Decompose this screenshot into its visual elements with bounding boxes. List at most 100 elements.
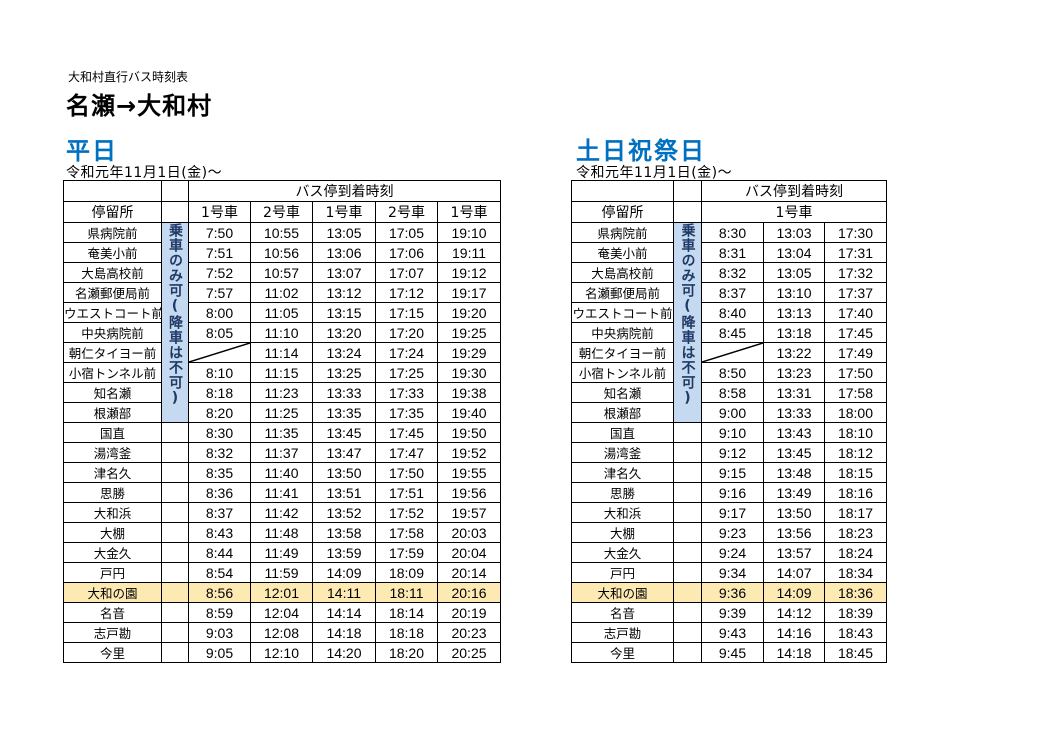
- holiday-arrival-time: 17:49: [824, 342, 887, 363]
- holiday-note-empty-cell: [673, 422, 702, 443]
- weekday-table-row: 朝仁タイヨー前 11:14 13:24 17:24 19:29: [63, 342, 502, 363]
- holiday-stop-name: 中央病院前: [571, 322, 674, 343]
- weekday-column-header: 1号車: [436, 201, 502, 223]
- weekday-arrival-time: 8:54: [188, 562, 251, 583]
- holiday-arrival-time: 17:45: [824, 322, 887, 343]
- weekday-arrival-time: 20:23: [436, 622, 502, 643]
- weekday-stop-name: 名音: [63, 602, 162, 623]
- holiday-arrival-time: 13:50: [763, 502, 825, 523]
- weekday-arrival-time: 18:14: [375, 602, 438, 623]
- holiday-stop-name: 湯湾釜: [571, 442, 674, 463]
- holiday-arrival-time: 13:23: [763, 362, 825, 383]
- weekday-arrival-time: 11:05: [250, 302, 313, 323]
- holiday-arrival-time: 14:18: [763, 642, 825, 663]
- weekday-arrival-time: 13:05: [312, 222, 376, 243]
- weekday-stop-name: 津名久: [63, 462, 162, 483]
- weekday-note-header-cell: [161, 180, 189, 202]
- holiday-arrival-time: 13:45: [763, 442, 825, 463]
- weekday-arrival-time: 17:51: [375, 482, 438, 503]
- weekday-stop-name: 大和の園: [63, 582, 162, 603]
- holiday-arrival-time: 18:39: [824, 602, 887, 623]
- weekday-table-row: 大島高校前 7:52 10:57 13:07 17:07 19:12: [63, 262, 502, 283]
- holiday-table-row: 大島高校前 8:32 13:05 17:32: [571, 262, 887, 283]
- holiday-corner-cell: [571, 180, 674, 202]
- weekday-arrival-time: 17:47: [375, 442, 438, 463]
- weekday-boarding-note-text: 乗車のみ可(降車は不可): [167, 223, 183, 408]
- weekday-arrival-time: 13:47: [312, 442, 376, 463]
- weekday-note-empty-cell: [161, 442, 189, 463]
- weekday-arrival-time: 12:08: [250, 622, 313, 643]
- holiday-arrival-time: 9:43: [701, 622, 764, 643]
- holiday-note-empty-cell: [673, 562, 702, 583]
- holiday-arrival-time: 8:31: [701, 242, 764, 263]
- weekday-arrival-time: 17:06: [375, 242, 438, 263]
- weekday-stop-name: 大島高校前: [63, 262, 162, 283]
- weekday-arrival-time: 19:20: [436, 302, 502, 323]
- holiday-section-title: 土日祝祭日: [576, 137, 706, 165]
- weekday-arrival-time: 7:50: [188, 222, 251, 243]
- weekday-stop-name: 湯湾釜: [63, 442, 162, 463]
- holiday-stop-name: 大島高校前: [571, 262, 674, 283]
- weekday-arrival-time: 19:25: [436, 322, 502, 343]
- weekday-arrival-time: 17:45: [375, 422, 438, 443]
- weekday-arrival-time: 19:11: [436, 242, 502, 263]
- holiday-stop-name: 小宿トンネル前: [571, 362, 674, 383]
- weekday-arrival-time: 20:25: [436, 642, 502, 663]
- holiday-arrival-time: 18:16: [824, 482, 887, 503]
- weekday-arrival-time: 17:15: [375, 302, 438, 323]
- document-subtitle: 大和村直行バス時刻表: [68, 70, 189, 84]
- holiday-table-row: 奄美小前 8:31 13:04 17:31: [571, 242, 887, 263]
- holiday-arrival-time: 17:32: [824, 262, 887, 283]
- weekday-stop-header: 停留所: [63, 201, 162, 223]
- weekday-arrival-time: 17:07: [375, 262, 438, 283]
- weekday-arrival-time: 17:20: [375, 322, 438, 343]
- weekday-arrival-time: 8:30: [188, 422, 251, 443]
- holiday-stop-name: 大棚: [571, 522, 674, 543]
- holiday-note-empty-cell: [673, 522, 702, 543]
- holiday-table-row: 大和浜 9:17 13:50 18:17: [571, 502, 887, 523]
- holiday-arrival-time: 8:37: [701, 282, 764, 303]
- holiday-table-row: 知名瀬 8:58 13:31 17:58: [571, 382, 887, 403]
- weekday-arrival-time: 11:49: [250, 542, 313, 563]
- holiday-stop-name: 大和浜: [571, 502, 674, 523]
- weekday-stop-name: 国直: [63, 422, 162, 443]
- holiday-arrival-time: 18:00: [824, 402, 887, 423]
- weekday-note-empty-cell: [161, 482, 189, 503]
- holiday-note-empty-cell: [673, 602, 702, 623]
- weekday-column-header: 1号車: [188, 201, 251, 223]
- holiday-stop-name: 根瀬部: [571, 402, 674, 423]
- weekday-arrival-time: 11:42: [250, 502, 313, 523]
- holiday-stop-header: 停留所: [571, 201, 674, 223]
- holiday-note-empty-cell: [673, 482, 702, 503]
- holiday-table-row: 湯湾釜 9:12 13:45 18:12: [571, 442, 887, 463]
- holiday-note-header-cell: [673, 201, 702, 223]
- holiday-arrival-time: 18:17: [824, 502, 887, 523]
- holiday-arrival-time: 13:18: [763, 322, 825, 343]
- holiday-arrival-time: 14:12: [763, 602, 825, 623]
- holiday-table-row: 中央病院前 8:45 13:18 17:45: [571, 322, 887, 343]
- weekday-table-row: 戸円 8:54 11:59 14:09 18:09 20:14: [63, 562, 502, 583]
- weekday-arrival-time: 20:03: [436, 522, 502, 543]
- weekday-table-row: 湯湾釜 8:32 11:37 13:47 17:47 19:52: [63, 442, 502, 463]
- weekday-arrival-time: 8:44: [188, 542, 251, 563]
- weekday-column-header: 2号車: [250, 201, 313, 223]
- holiday-note-empty-cell: [673, 582, 702, 603]
- weekday-arrival-time: 11:48: [250, 522, 313, 543]
- weekday-arrival-time: 13:33: [312, 382, 376, 403]
- weekday-arrival-time: 17:59: [375, 542, 438, 563]
- weekday-arrival-time: 11:10: [250, 322, 313, 343]
- holiday-arrival-time: 9:34: [701, 562, 764, 583]
- weekday-arrival-time: 11:40: [250, 462, 313, 483]
- holiday-arrival-time: 9:36: [701, 582, 764, 603]
- weekday-arrival-time: 18:11: [375, 582, 438, 603]
- weekday-effective-date: 令和元年11月1日(金)～: [66, 165, 223, 181]
- weekday-table-row: 大和浜 8:37 11:42 13:52 17:52 19:57: [63, 502, 502, 523]
- weekday-arrival-time: 19:56: [436, 482, 502, 503]
- weekday-note-empty-cell: [161, 602, 189, 623]
- weekday-stop-name: 中央病院前: [63, 322, 162, 343]
- weekday-arrival-time: 13:07: [312, 262, 376, 283]
- weekday-note-header-cell: [161, 201, 189, 223]
- weekday-arrival-time: 8:59: [188, 602, 251, 623]
- weekday-arrival-time: 11:35: [250, 422, 313, 443]
- weekday-arrival-time: 13:12: [312, 282, 376, 303]
